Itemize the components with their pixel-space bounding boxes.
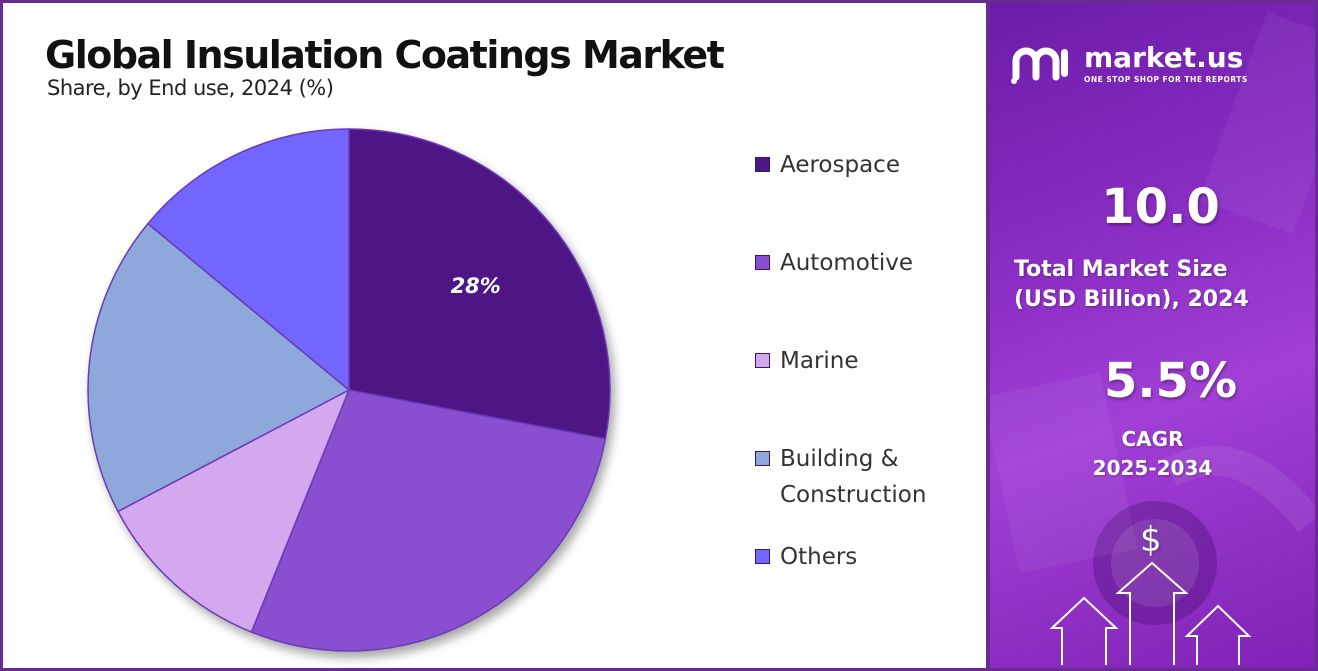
legend-label-line1: Building &: [780, 446, 899, 472]
cagr-value: 5.5%: [1103, 353, 1238, 409]
pie-slice-aerospace: [348, 128, 611, 440]
legend-label: Automotive: [780, 250, 914, 276]
cagr-label-line1: CAGR: [1121, 427, 1184, 451]
pie-chart: 28%: [87, 128, 611, 652]
legend-swatch: [755, 353, 770, 368]
market-size-value: 10.0: [1101, 179, 1220, 235]
brand-name: market.us: [1084, 40, 1244, 74]
dollar-icon: $: [1140, 520, 1162, 560]
legend-item-building-construction: Building & Construction: [755, 441, 926, 513]
legend-swatch: [755, 157, 770, 172]
market-size-label-line2: (USD Billion), 2024: [1014, 287, 1249, 312]
legend-label: Building & Construction: [780, 441, 926, 513]
pie-slice-others: [146, 128, 350, 392]
legend-swatch: [755, 549, 770, 564]
legend-item-marine: Marine: [755, 343, 859, 379]
cagr-label-line2: 2025-2034: [1092, 456, 1213, 480]
summary-sidebar: market.us ONE STOP SHOP FOR THE REPORTS …: [990, 3, 1315, 668]
legend-item-others: Others: [755, 539, 857, 575]
legend-item-aerospace: Aerospace: [755, 147, 900, 183]
market-size-label-line1: Total Market Size: [1014, 257, 1228, 282]
chart-subtitle: Share, by End use, 2024 (%): [47, 76, 334, 100]
legend-label: Marine: [780, 348, 859, 374]
brand-logo: market.us ONE STOP SHOP FOR THE REPORTS: [1010, 41, 1248, 85]
growth-arrows-icon: [1049, 561, 1252, 665]
cagr-label: CAGR 2025-2034: [990, 425, 1315, 483]
pie-slice-building-construction: [87, 222, 351, 513]
chart-legend: Aerospace Automotive Marine Building & C…: [755, 143, 985, 583]
pie-slice-automotive: [250, 389, 607, 652]
legend-swatch: [755, 255, 770, 270]
chart-panel: Global Insulation Coatings Market Share,…: [3, 3, 987, 668]
legend-label-line2: Construction: [780, 482, 927, 508]
pie-slice-marine: [116, 388, 351, 634]
market-us-logo-icon: [1011, 47, 1068, 84]
brand-tagline: ONE STOP SHOP FOR THE REPORTS: [1084, 74, 1248, 84]
legend-label: Aerospace: [780, 152, 900, 178]
panel-divider: [986, 0, 990, 671]
data-label-aerospace: 28%: [451, 274, 501, 298]
market-size-label: Total Market Size (USD Billion), 2024: [1014, 255, 1249, 315]
legend-swatch: [755, 451, 770, 466]
legend-label: Others: [780, 544, 858, 570]
chart-title: Global Insulation Coatings Market: [45, 33, 725, 77]
legend-item-automotive: Automotive: [755, 245, 913, 281]
